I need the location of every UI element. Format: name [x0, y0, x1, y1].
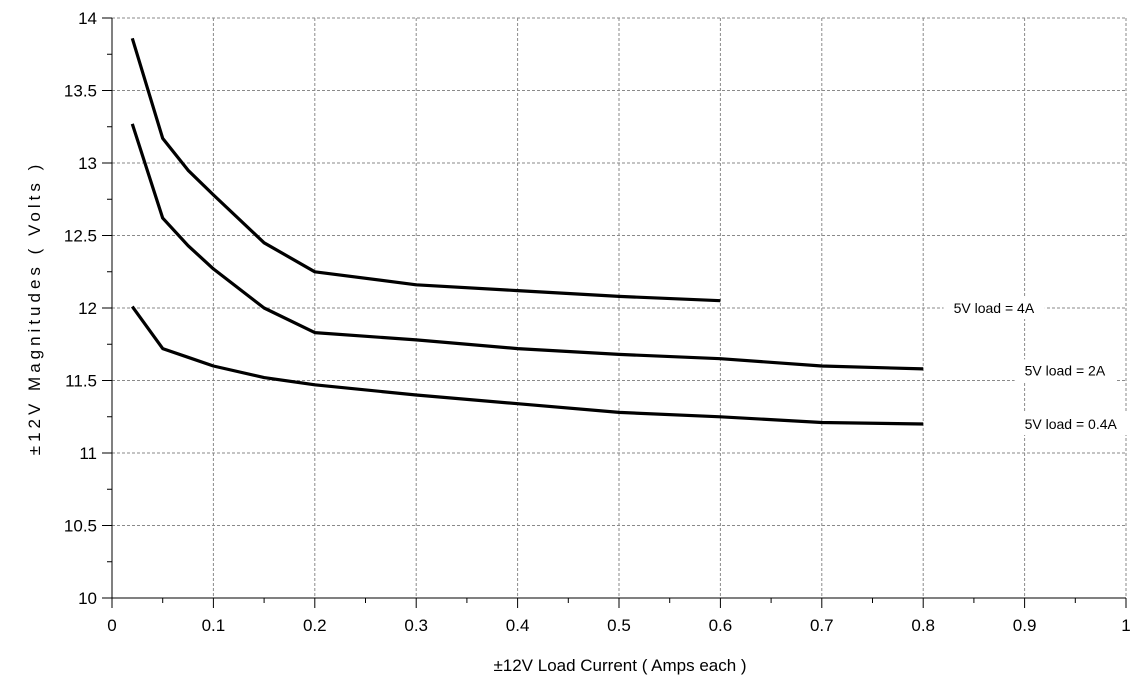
y-tick-label-1: 10.5 [64, 517, 97, 536]
series-line-0 [130, 37, 721, 303]
annotation-bg-0 [943, 297, 1045, 319]
x-tick-label-9: 0.9 [1013, 616, 1037, 635]
grid [112, 17, 1127, 598]
y-tick-label-5: 12.5 [64, 227, 97, 246]
annotations: 5V load = 4A 5V load = 2A 5V load = 0.4A [943, 297, 1128, 435]
x-tick-label-10: 1 [1121, 616, 1130, 635]
x-tick-label-6: 0.6 [709, 616, 733, 635]
y-tick-label-8: 14 [78, 9, 97, 28]
y-tick-label-6: 13 [78, 154, 97, 173]
x-tick-label-4: 0.4 [506, 616, 530, 635]
y-tick-label-7: 13.5 [64, 82, 97, 101]
x-tick-label-7: 0.7 [810, 616, 834, 635]
x-tick-label-0: 0 [107, 616, 116, 635]
y-tick-label-0: 10 [78, 589, 97, 608]
annotation-bg-2 [1014, 413, 1128, 435]
x-tick-label-2: 0.2 [303, 616, 327, 635]
y-axis-label: ±12V Magnitudes ( Volts ) [25, 161, 44, 456]
x-axis-label: ±12V Load Current ( Amps each ) [493, 656, 746, 675]
tick-labels: 0 0.1 0.2 0.3 0.4 0.5 0.6 0.7 0.8 0.9 1 10 10.5 11 11.… [64, 9, 1131, 635]
annotation-1: 5V load = 2A [1025, 362, 1106, 378]
y-tick-label-4: 12 [78, 299, 97, 318]
x-tick-label-3: 0.3 [404, 616, 428, 635]
annotation-bg-1 [1014, 359, 1116, 382]
annotation-0: 5V load = 4A [954, 300, 1035, 316]
x-tick-label-1: 0.1 [202, 616, 226, 635]
x-tick-label-8: 0.8 [911, 616, 935, 635]
x-tick-label-5: 0.5 [607, 616, 631, 635]
series-group [130, 37, 924, 426]
series-line-2 [131, 305, 924, 426]
ticks [102, 17, 1127, 608]
y-tick-label-2: 11 [79, 444, 97, 463]
annotation-2: 5V load = 0.4A [1025, 416, 1118, 432]
y-tick-label-3: 11.5 [65, 372, 97, 391]
series-line-1 [130, 123, 924, 371]
